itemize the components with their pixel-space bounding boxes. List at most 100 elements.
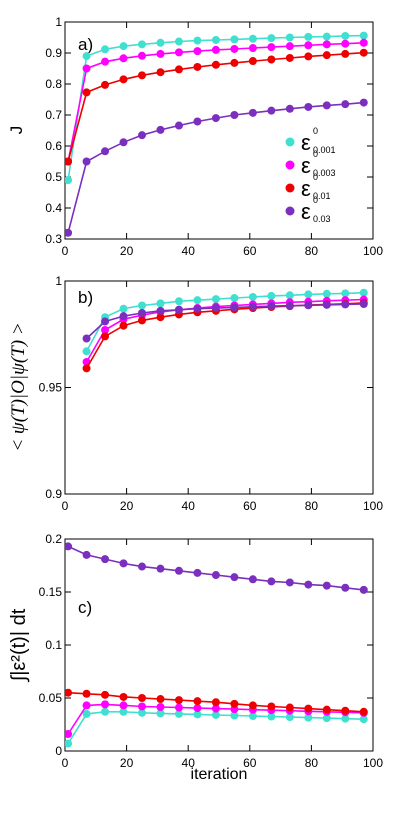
data-point — [304, 713, 313, 722]
legend-subscript: 0.001 — [313, 145, 336, 155]
data-point — [193, 697, 202, 706]
data-point — [341, 39, 350, 48]
data-point — [341, 583, 350, 592]
series — [65, 48, 368, 166]
data-point — [156, 703, 165, 712]
data-point — [230, 303, 239, 312]
legend-epsilon: ε — [301, 199, 311, 224]
data-point — [101, 332, 110, 341]
data-point — [119, 692, 128, 701]
data-point — [285, 713, 294, 722]
legend-entry-1: ε 0 0.001 — [285, 126, 336, 155]
series — [65, 31, 368, 185]
series-layer — [65, 542, 368, 748]
x-tick-label: 20 — [120, 499, 134, 513]
data-point — [211, 60, 220, 69]
data-point — [285, 291, 294, 300]
data-point — [193, 710, 202, 719]
x-tick-label: 100 — [363, 499, 383, 513]
y-tick-label: 0.95 — [39, 381, 63, 395]
data-point — [119, 42, 128, 51]
data-point — [193, 36, 202, 45]
data-point — [174, 48, 183, 57]
series — [65, 707, 368, 748]
x-tick-label: 20 — [120, 756, 134, 770]
y-tick-label: 0.15 — [39, 585, 63, 599]
data-point — [119, 559, 128, 568]
data-point — [267, 55, 276, 64]
data-point — [230, 573, 239, 582]
x-tick-label: 60 — [243, 756, 257, 770]
data-point — [174, 696, 183, 705]
data-point — [65, 739, 73, 748]
data-point — [174, 566, 183, 575]
legend-epsilon: ε — [301, 153, 311, 178]
y-tick-label: 0.2 — [45, 532, 62, 546]
data-point — [82, 334, 91, 343]
data-point — [341, 289, 350, 298]
data-point — [101, 707, 110, 716]
data-point — [248, 34, 257, 43]
data-point — [138, 562, 146, 571]
panel-label: a) — [78, 35, 93, 54]
legend-marker — [285, 183, 295, 193]
data-point — [174, 709, 183, 718]
data-point — [119, 304, 128, 313]
data-point — [322, 705, 331, 714]
y-tick-label: 0.1 — [45, 638, 62, 652]
data-point — [174, 297, 183, 306]
legend-entry-3: ε 0 0.01 — [285, 172, 331, 201]
axis-ticks: 0 20 40 60 80 100 0.3 0.4 0.5 0.6 0.7 0.8 0.9 1 — [45, 15, 383, 258]
data-point — [138, 301, 146, 310]
series — [65, 688, 368, 716]
series-line — [85, 302, 364, 369]
series-layer — [82, 288, 368, 373]
data-point — [82, 550, 91, 559]
data-point — [267, 34, 276, 43]
data-point — [359, 715, 368, 724]
data-point — [230, 35, 239, 44]
y-tick-label: 0.05 — [39, 691, 63, 705]
data-point — [267, 291, 276, 300]
data-point — [322, 51, 331, 60]
y-tick-label: 0.7 — [45, 108, 62, 122]
data-point — [174, 703, 183, 712]
data-point — [156, 125, 165, 134]
series — [65, 98, 368, 237]
data-point — [304, 704, 313, 713]
data-point — [322, 300, 331, 309]
data-point — [248, 712, 257, 721]
series — [65, 542, 368, 594]
data-point — [138, 71, 146, 80]
data-point — [230, 111, 239, 119]
data-point — [211, 704, 220, 713]
data-point — [82, 364, 91, 373]
legend-marker — [285, 137, 295, 147]
series-line — [67, 545, 364, 591]
legend-entry-2: ε 0 0.003 — [285, 149, 336, 178]
y-axis-label: ∫|ε²(t)| dt — [8, 608, 30, 682]
x-tick-label: 0 — [62, 244, 69, 258]
data-point — [211, 698, 220, 707]
data-point — [156, 564, 165, 573]
legend-superscript: 0 — [313, 126, 318, 136]
data-point — [82, 88, 91, 97]
data-point — [119, 701, 128, 710]
data-point — [267, 106, 276, 115]
x-tick-label: 20 — [120, 244, 134, 258]
panel-label: c) — [78, 598, 92, 617]
data-point — [211, 304, 220, 313]
data-point — [119, 54, 128, 63]
data-point — [359, 38, 368, 47]
data-point — [156, 313, 165, 322]
data-point — [248, 302, 257, 311]
panel-c: c) ∫|ε²(t)| dt iteration 0 20 40 60 80 100 0 0.… — [8, 532, 383, 783]
data-point — [359, 288, 368, 297]
y-tick-label: 0 — [55, 744, 62, 758]
y-tick-label: 0.8 — [45, 77, 62, 91]
data-point — [101, 45, 110, 54]
data-point — [304, 41, 313, 50]
data-point — [156, 695, 165, 704]
data-point — [101, 690, 110, 699]
data-point — [138, 131, 146, 140]
